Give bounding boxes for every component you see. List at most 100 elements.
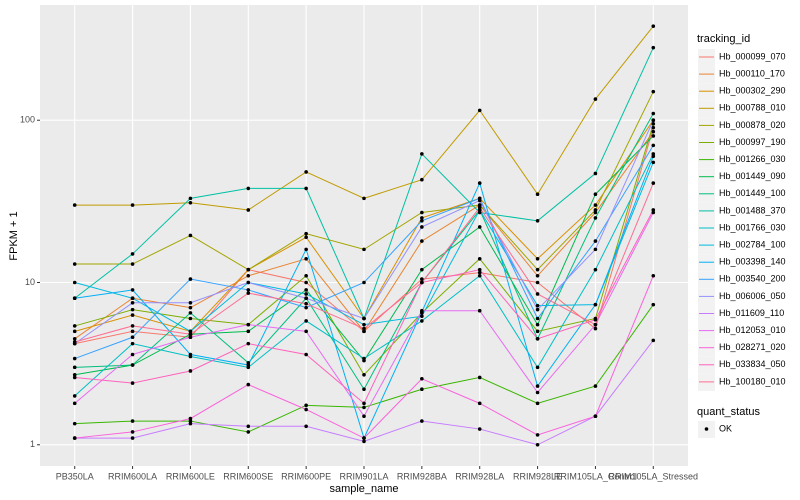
legend-label: Hb_003398_140 (719, 257, 786, 267)
data-point (535, 401, 540, 406)
data-point (593, 239, 598, 243)
data-point (477, 198, 482, 203)
data-point (304, 186, 308, 191)
data-point (304, 280, 308, 285)
legend-label: Hb_000302_290 (719, 86, 786, 96)
data-point (246, 280, 251, 285)
data-point (304, 235, 308, 240)
legend-label: Hb_001266_030 (719, 154, 786, 164)
data-point (477, 401, 482, 406)
data-point (72, 375, 77, 380)
data-point (72, 203, 77, 207)
legend-label: Hb_028271_020 (719, 342, 786, 352)
data-point (420, 314, 424, 318)
data-point (477, 308, 482, 313)
data-point (188, 369, 193, 373)
data-point (72, 262, 77, 266)
data-point (651, 45, 656, 50)
data-point (477, 181, 482, 185)
data-point (304, 301, 308, 306)
data-point (420, 216, 424, 220)
data-point (362, 247, 366, 252)
data-point (362, 439, 366, 444)
data-point (477, 375, 482, 380)
data-point (420, 219, 424, 223)
data-point (246, 208, 251, 212)
data-point (477, 273, 482, 278)
x-tick-label: RRIM928LA (455, 471, 504, 481)
data-point (535, 267, 540, 272)
data-point (304, 329, 308, 334)
data-point (246, 430, 251, 434)
data-point (304, 352, 308, 357)
data-point (535, 219, 540, 223)
data-point (362, 372, 366, 377)
data-point (362, 316, 366, 321)
y-tick-label: 100 (20, 115, 35, 125)
legend-label: OK (719, 423, 732, 433)
data-point (477, 267, 482, 272)
x-tick-label: RRIM928BA (397, 471, 447, 481)
data-point (130, 296, 135, 301)
data-point (362, 401, 366, 406)
data-point (246, 273, 251, 278)
data-point (188, 300, 193, 305)
data-point (420, 210, 424, 215)
data-point (130, 363, 135, 367)
data-point (593, 208, 598, 212)
data-point (246, 382, 251, 387)
data-point (188, 233, 193, 238)
data-point (188, 419, 193, 423)
legend-label: Hb_006006_050 (719, 291, 786, 301)
data-point (72, 336, 77, 341)
data-point (188, 329, 193, 334)
data-point (246, 329, 251, 334)
legend-label: Hb_100180_010 (719, 376, 786, 386)
data-point (651, 302, 656, 307)
legend-label: Hb_003540_200 (719, 274, 786, 284)
data-point (362, 414, 366, 419)
data-point (593, 171, 598, 176)
data-point (477, 108, 482, 113)
data-point (72, 394, 77, 398)
data-point (535, 303, 540, 308)
data-point (593, 203, 598, 207)
y-tick-label: 10 (25, 277, 35, 287)
data-point (304, 231, 308, 236)
data-point (188, 335, 193, 340)
data-point (593, 322, 598, 327)
data-point (593, 267, 598, 272)
legend-label: Hb_012053_010 (719, 325, 786, 335)
data-point (420, 225, 424, 229)
data-point (535, 390, 540, 395)
data-point (535, 273, 540, 278)
data-point (72, 436, 77, 440)
data-point (304, 292, 308, 296)
data-point (130, 335, 135, 340)
legend-label: Hb_001766_030 (719, 222, 786, 232)
y-axis-label: FPKM + 1 (8, 211, 20, 260)
data-point (130, 288, 135, 292)
x-tick-label: RRIM928LE (513, 471, 562, 481)
data-point (72, 421, 77, 426)
data-point (420, 419, 424, 423)
data-point (246, 363, 251, 367)
data-point (130, 352, 135, 357)
legend-label: Hb_001449_100 (719, 188, 786, 198)
data-point (651, 210, 656, 215)
data-point (362, 356, 366, 361)
data-point (651, 273, 656, 278)
data-point (651, 89, 656, 94)
data-point (188, 332, 193, 337)
legend-title: tracking_id (697, 33, 750, 45)
data-point (188, 305, 193, 310)
data-point (72, 401, 77, 406)
data-point (651, 181, 656, 185)
x-tick-label: RRIM600LA (108, 471, 157, 481)
data-point (477, 205, 482, 210)
data-point (477, 225, 482, 229)
data-point (593, 384, 598, 388)
data-point (246, 424, 251, 429)
data-point (593, 210, 598, 215)
data-point (362, 405, 366, 410)
